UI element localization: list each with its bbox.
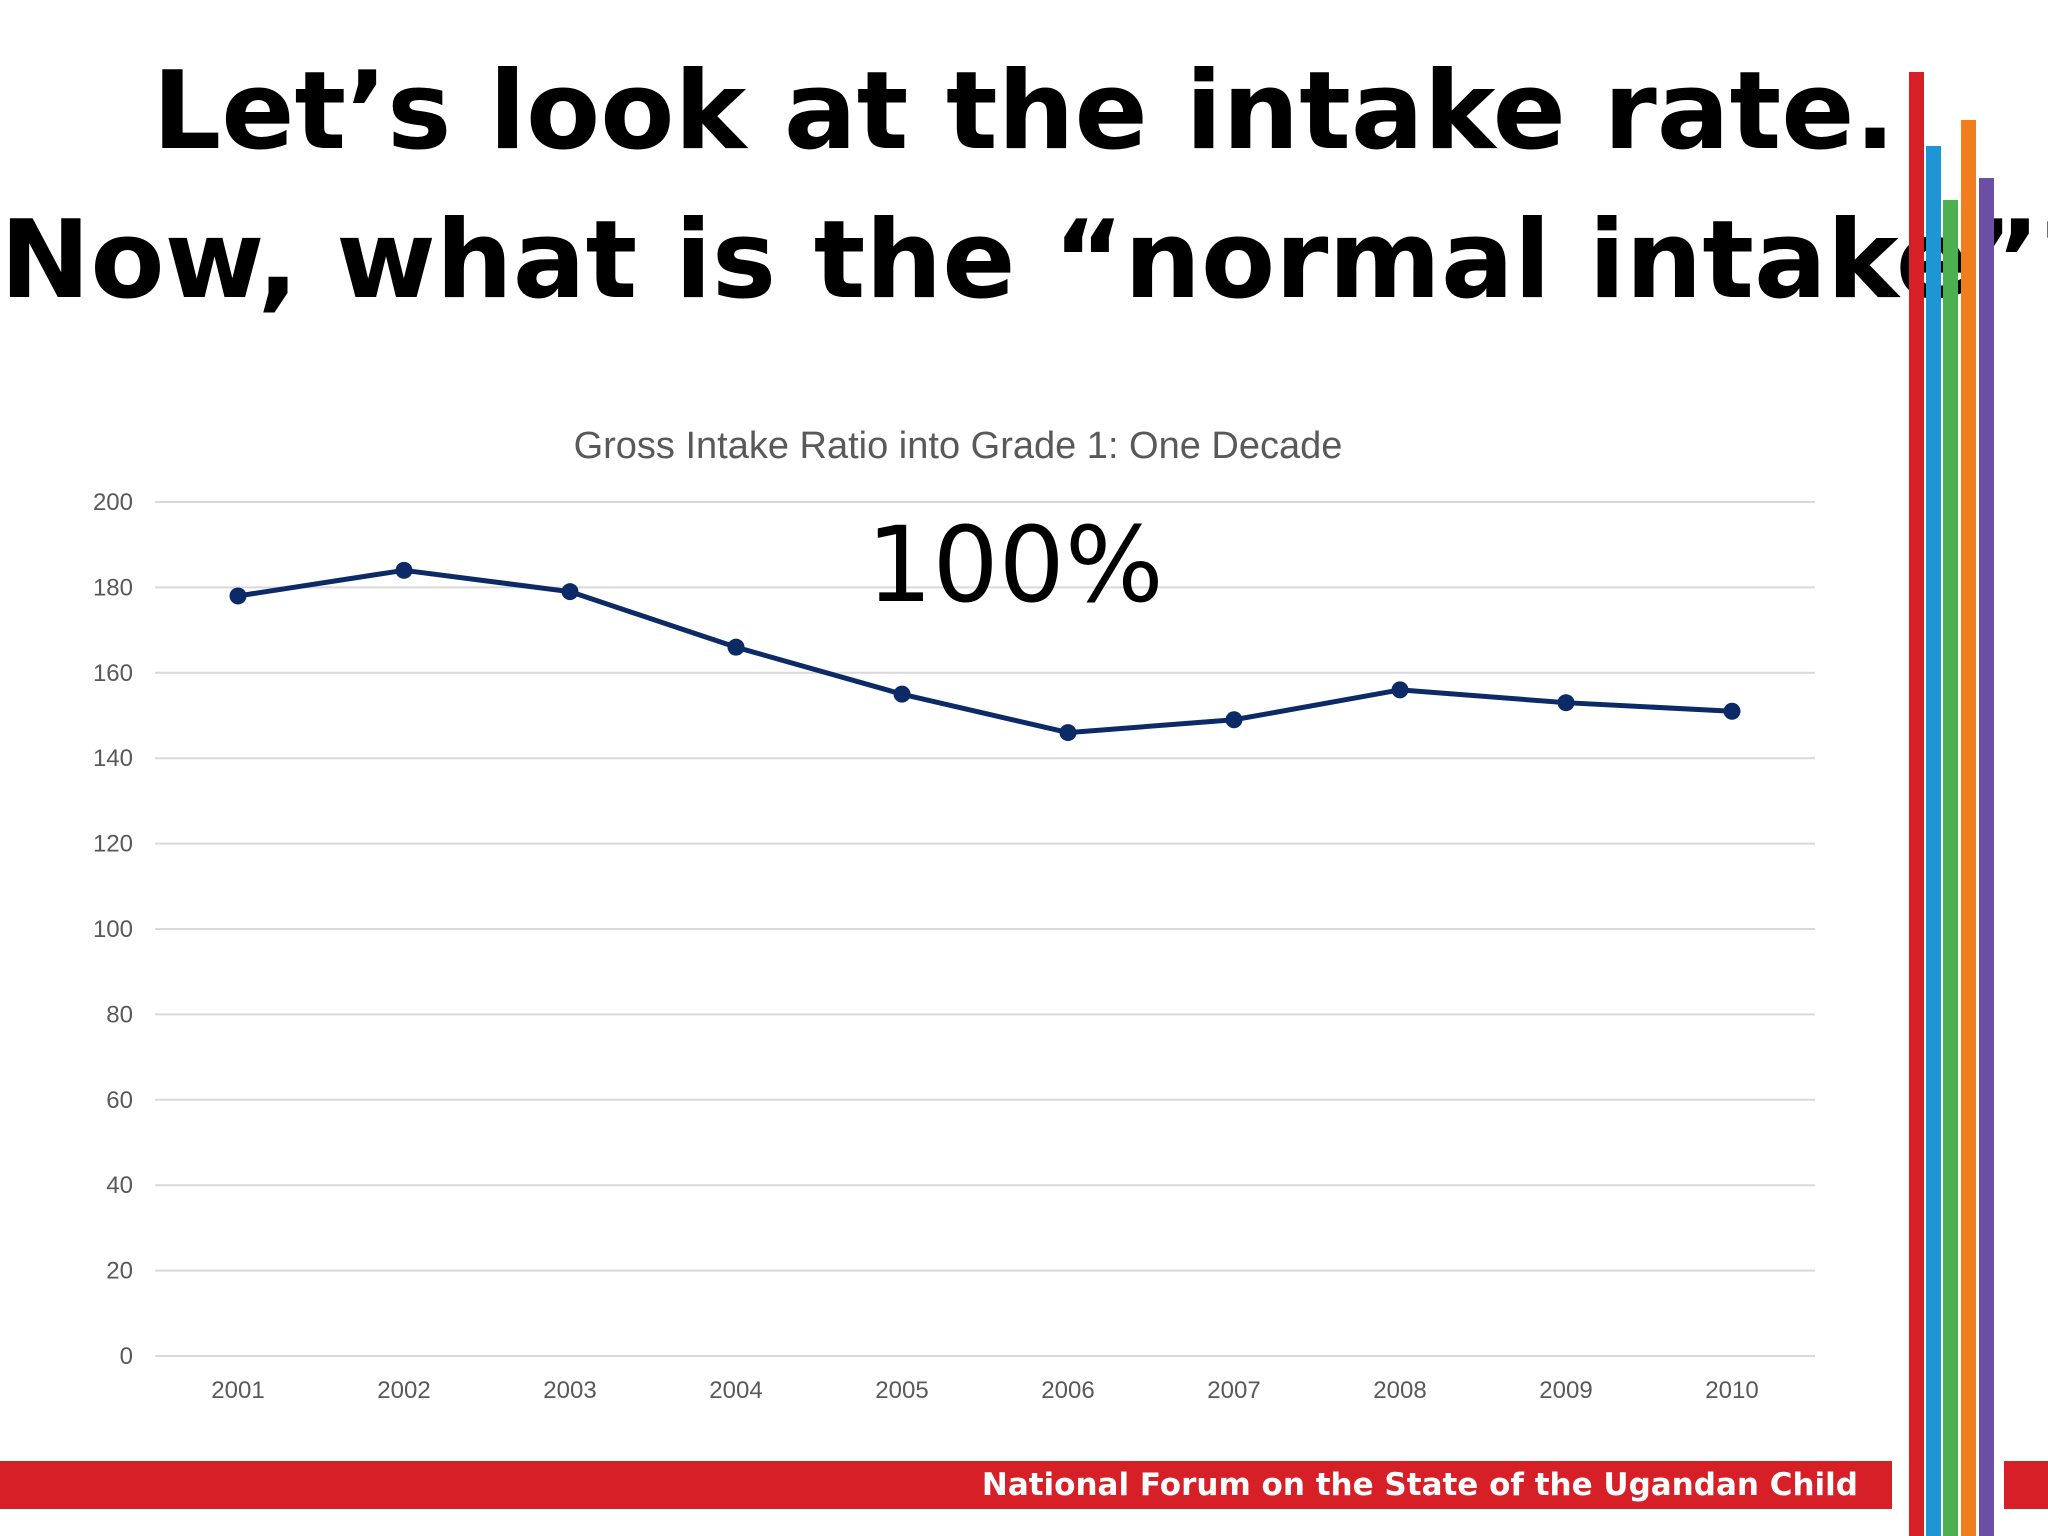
y-tick-label: 80 [106,1001,133,1028]
data-point-2002 [395,561,413,579]
data-point-2001 [229,587,247,605]
data-point-2010 [1723,702,1741,720]
x-tick-label: 2001 [211,1377,264,1404]
decorative-bar-orange [1961,120,1976,1536]
data-point-2003 [561,583,579,601]
data-point-2006 [1059,724,1077,742]
data-point-2007 [1225,711,1243,729]
y-tick-label: 60 [106,1087,133,1114]
x-tick-label: 2004 [709,1377,762,1404]
y-tick-label: 100 [93,916,133,943]
slide-title-line-1: Let’s look at the intake rate. [152,49,1896,174]
x-tick-label: 2006 [1041,1377,1094,1404]
footer-bar [0,1461,1892,1509]
series-group [229,561,1741,742]
y-tick-label: 160 [93,660,133,687]
x-tick-label: 2003 [543,1377,596,1404]
decorative-bar-green [1943,200,1958,1536]
decorative-bar-purple [1979,178,1994,1536]
series-line [237,567,1733,736]
y-tick-label: 40 [106,1172,133,1199]
x-tick-label: 2007 [1207,1377,1260,1404]
y-axis-ticks: 0 20 40 60 80 100 120 140 160 180 200 [93,489,133,1370]
y-tick-label: 140 [93,745,133,772]
x-axis-ticks: 2001 2002 2003 2004 2005 2006 2007 2008 2009 2010 [211,1377,1758,1404]
data-point-2004 [727,638,745,656]
chart-title: Gross Intake Ratio into Grade 1: One Dec… [574,425,1343,467]
y-tick-label: 0 [120,1343,133,1370]
x-tick-label: 2005 [875,1377,928,1404]
y-tick-label: 180 [93,574,133,601]
slide-title-line-2: Now, what is the “normal intake”? [0,198,2048,323]
data-point-2009 [1557,694,1575,712]
x-tick-label: 2010 [1705,1377,1758,1404]
y-tick-label: 20 [106,1258,133,1285]
chart-gridlines [155,501,1815,1357]
x-tick-label: 2002 [377,1377,430,1404]
x-tick-label: 2009 [1539,1377,1592,1404]
chart-annotation-100-percent: 100% [866,504,1163,626]
footer-text: National Forum on the State of the Ugand… [981,1467,1858,1503]
x-tick-label: 2008 [1373,1377,1426,1404]
decorative-bar-blue [1926,146,1941,1536]
data-point-2005 [893,685,911,703]
footer-bar-right-segment [2004,1461,2048,1509]
decorative-bar-red [1909,72,1924,1536]
y-tick-label: 200 [93,489,133,516]
data-point-2008 [1391,681,1409,699]
y-tick-label: 120 [93,831,133,858]
